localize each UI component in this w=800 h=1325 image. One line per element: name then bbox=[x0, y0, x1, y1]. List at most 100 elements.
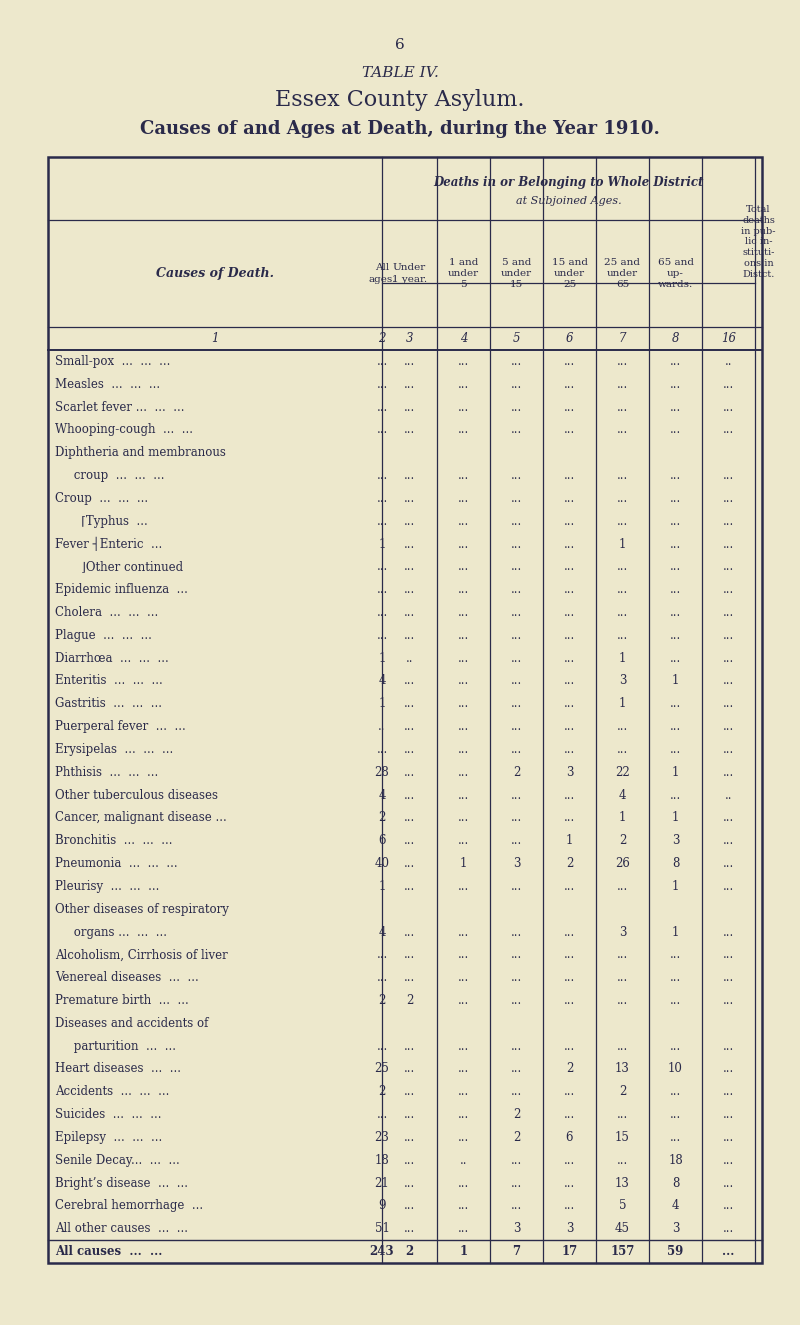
Text: Other diseases of respiratory: Other diseases of respiratory bbox=[55, 902, 229, 916]
Text: ...: ... bbox=[511, 1040, 522, 1052]
Text: 25 and
under
65: 25 and under 65 bbox=[605, 258, 641, 289]
Text: 3: 3 bbox=[566, 766, 574, 779]
Text: ...: ... bbox=[670, 743, 681, 757]
Text: 45: 45 bbox=[615, 1222, 630, 1235]
Text: 8: 8 bbox=[672, 333, 679, 344]
Text: ...: ... bbox=[564, 355, 575, 368]
Text: ...: ... bbox=[511, 835, 522, 847]
Text: ...: ... bbox=[404, 743, 415, 757]
Text: 5 and
under
15: 5 and under 15 bbox=[501, 258, 532, 289]
Text: ...: ... bbox=[670, 606, 681, 619]
Text: Erysipelas  ...  ...  ...: Erysipelas ... ... ... bbox=[55, 743, 174, 757]
Text: ...: ... bbox=[723, 424, 734, 436]
Text: ...: ... bbox=[564, 1085, 575, 1098]
Text: All other causes  ...  ...: All other causes ... ... bbox=[55, 1222, 188, 1235]
Text: 4: 4 bbox=[672, 1199, 679, 1212]
Text: 1: 1 bbox=[459, 1246, 467, 1259]
Text: Gastritis  ...  ...  ...: Gastritis ... ... ... bbox=[55, 697, 162, 710]
Text: ...: ... bbox=[670, 538, 681, 550]
Text: ...: ... bbox=[376, 606, 388, 619]
Text: 1: 1 bbox=[566, 835, 573, 847]
Text: ...: ... bbox=[723, 766, 734, 779]
Text: ...: ... bbox=[458, 583, 469, 596]
Text: ...: ... bbox=[564, 400, 575, 413]
Text: ...: ... bbox=[404, 1063, 415, 1076]
Text: Senile Decay...  ...  ...: Senile Decay... ... ... bbox=[55, 1154, 180, 1167]
Text: 1: 1 bbox=[460, 857, 467, 871]
Text: 13: 13 bbox=[615, 1063, 630, 1076]
Text: Cholera  ...  ...  ...: Cholera ... ... ... bbox=[55, 606, 158, 619]
Text: ...: ... bbox=[723, 1177, 734, 1190]
Text: 1: 1 bbox=[619, 652, 626, 665]
Text: ...: ... bbox=[458, 719, 469, 733]
Text: ...: ... bbox=[404, 355, 415, 368]
Text: 3: 3 bbox=[618, 926, 626, 938]
Text: ..: .. bbox=[460, 1154, 467, 1167]
Text: ...: ... bbox=[458, 629, 469, 641]
Text: ...: ... bbox=[376, 1108, 388, 1121]
Text: 3: 3 bbox=[513, 857, 520, 871]
Text: ...: ... bbox=[511, 788, 522, 802]
Text: ...: ... bbox=[511, 743, 522, 757]
Text: ...: ... bbox=[404, 1085, 415, 1098]
Text: ...: ... bbox=[723, 560, 734, 574]
Text: ...: ... bbox=[404, 606, 415, 619]
Text: 1: 1 bbox=[672, 811, 679, 824]
Text: ...: ... bbox=[458, 880, 469, 893]
Text: ...: ... bbox=[670, 378, 681, 391]
Text: ...: ... bbox=[723, 949, 734, 962]
Text: ...: ... bbox=[404, 424, 415, 436]
Text: Pneumonia  ...  ...  ...: Pneumonia ... ... ... bbox=[55, 857, 178, 871]
Text: ...: ... bbox=[376, 492, 388, 505]
Text: ...: ... bbox=[404, 926, 415, 938]
Text: ...: ... bbox=[670, 994, 681, 1007]
Text: ...: ... bbox=[564, 674, 575, 688]
Text: 6: 6 bbox=[378, 835, 386, 847]
Text: ...: ... bbox=[670, 1085, 681, 1098]
Text: 4: 4 bbox=[618, 788, 626, 802]
Text: ...: ... bbox=[511, 424, 522, 436]
Text: ...: ... bbox=[511, 811, 522, 824]
Text: ...: ... bbox=[670, 560, 681, 574]
Text: ...: ... bbox=[564, 538, 575, 550]
Text: ...: ... bbox=[723, 652, 734, 665]
Text: ...: ... bbox=[458, 652, 469, 665]
Text: Total
deaths
in pub-
lic in-
stituti-
ons in
Distct.: Total deaths in pub- lic in- stituti- on… bbox=[742, 205, 776, 278]
Text: All
ages.: All ages. bbox=[368, 264, 396, 284]
Text: ...: ... bbox=[670, 719, 681, 733]
Text: ...: ... bbox=[723, 1222, 734, 1235]
Text: ...: ... bbox=[511, 719, 522, 733]
Text: ...: ... bbox=[617, 355, 628, 368]
Text: 2: 2 bbox=[513, 766, 520, 779]
Text: ...: ... bbox=[723, 1063, 734, 1076]
Text: 3: 3 bbox=[672, 1222, 679, 1235]
Text: 4: 4 bbox=[378, 788, 386, 802]
Text: 1: 1 bbox=[672, 674, 679, 688]
Text: Heart diseases  ...  ...: Heart diseases ... ... bbox=[55, 1063, 181, 1076]
Text: ...: ... bbox=[511, 697, 522, 710]
Text: ...: ... bbox=[511, 652, 522, 665]
Text: 2: 2 bbox=[566, 857, 573, 871]
Text: ..: .. bbox=[406, 652, 414, 665]
Text: ...: ... bbox=[404, 719, 415, 733]
Text: ...: ... bbox=[458, 1108, 469, 1121]
Text: 4: 4 bbox=[378, 674, 386, 688]
Text: ...: ... bbox=[458, 674, 469, 688]
Text: ...: ... bbox=[723, 697, 734, 710]
Text: ...: ... bbox=[617, 719, 628, 733]
Text: ...: ... bbox=[458, 424, 469, 436]
Text: 23: 23 bbox=[374, 1132, 390, 1143]
Text: ...: ... bbox=[458, 1063, 469, 1076]
Text: ...: ... bbox=[404, 629, 415, 641]
Text: ...: ... bbox=[564, 583, 575, 596]
Text: ...: ... bbox=[723, 857, 734, 871]
Text: 243: 243 bbox=[370, 1246, 394, 1259]
Text: ...: ... bbox=[511, 1177, 522, 1190]
Text: ...: ... bbox=[511, 355, 522, 368]
Text: ...: ... bbox=[458, 1132, 469, 1143]
Text: 3: 3 bbox=[566, 1222, 574, 1235]
Text: ...: ... bbox=[564, 719, 575, 733]
Text: 5: 5 bbox=[513, 333, 520, 344]
Text: Enteritis  ...  ...  ...: Enteritis ... ... ... bbox=[55, 674, 162, 688]
Text: ...: ... bbox=[376, 583, 388, 596]
